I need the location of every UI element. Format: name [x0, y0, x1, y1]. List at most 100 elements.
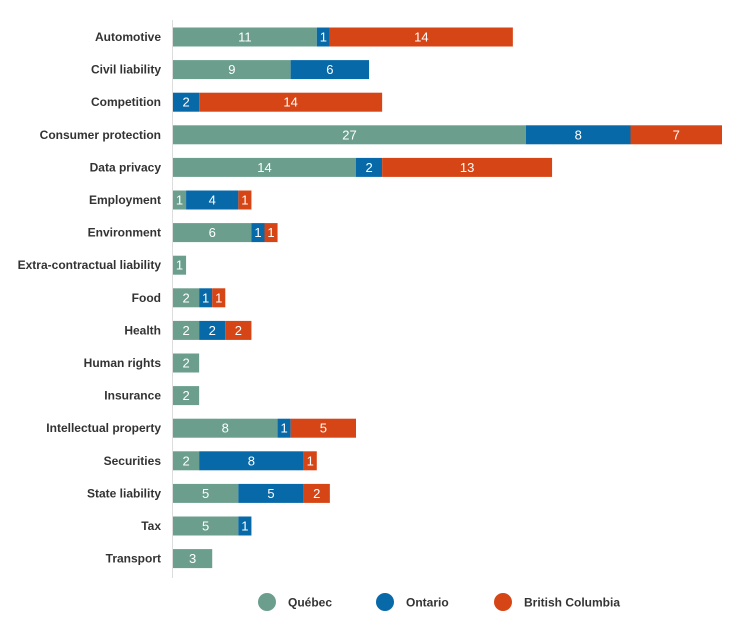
bar-segment	[525, 125, 631, 145]
bar-segment	[303, 451, 317, 471]
category-label: Health	[124, 323, 161, 337]
legend-label: Ontario	[406, 596, 449, 610]
data-label: 1	[176, 193, 183, 208]
bar-segment	[251, 223, 265, 243]
data-label: 1	[176, 258, 183, 273]
category-label: Data privacy	[90, 160, 162, 174]
bar-segment	[173, 516, 239, 536]
bar-segment	[382, 157, 553, 177]
category-label: Civil liability	[91, 63, 161, 77]
data-label: 2	[182, 290, 189, 305]
bar-segment	[316, 27, 330, 47]
bar-segment	[264, 223, 278, 243]
bar-segment	[238, 483, 304, 503]
bar-segment	[329, 27, 513, 47]
bar-segment	[199, 451, 304, 471]
bar-segment	[173, 386, 200, 406]
data-label: 2	[182, 356, 189, 371]
data-label: 1	[320, 30, 327, 45]
data-label: 14	[283, 95, 297, 110]
data-label: 13	[460, 160, 474, 175]
legend-item[interactable]: Québec	[258, 593, 332, 611]
category-label: Intellectual property	[46, 421, 161, 435]
bar-segment	[356, 157, 383, 177]
data-label: 2	[182, 388, 189, 403]
bar-segment	[173, 125, 526, 145]
category-label: Human rights	[84, 356, 162, 370]
category-label: Food	[132, 291, 161, 305]
legend-label: British Columbia	[524, 596, 620, 610]
data-label: 14	[414, 30, 428, 45]
bar-segment	[290, 60, 370, 80]
category-label: Employment	[89, 193, 161, 207]
legend-label: Québec	[288, 596, 332, 610]
data-label: 1	[202, 290, 209, 305]
bar-segment	[173, 353, 200, 373]
bar-segment	[199, 320, 226, 340]
category-label: Transport	[106, 552, 161, 566]
data-label: 4	[209, 193, 216, 208]
category-label: Securities	[104, 454, 162, 468]
bar-segment	[225, 320, 252, 340]
category-label: Automotive	[95, 30, 161, 44]
category-label: Environment	[88, 226, 161, 240]
bar-segment	[173, 223, 252, 243]
bar-segment	[303, 483, 330, 503]
data-label: 14	[257, 160, 271, 175]
data-label: 8	[575, 127, 582, 142]
bar-segment	[173, 418, 278, 438]
data-label: 1	[215, 290, 222, 305]
bar-segment	[238, 190, 252, 210]
bar-segment	[173, 157, 356, 177]
bar-segment	[173, 451, 200, 471]
data-label: 2	[313, 486, 320, 501]
data-label: 2	[365, 160, 372, 175]
data-label: 1	[280, 421, 287, 436]
data-label: 9	[228, 62, 235, 77]
data-label: 5	[202, 486, 209, 501]
data-label: 6	[209, 225, 216, 240]
bar-segment	[186, 190, 239, 210]
data-label: 2	[182, 95, 189, 110]
data-label: 2	[235, 323, 242, 338]
bar-segment	[630, 125, 722, 145]
bar-segment	[173, 190, 187, 210]
data-label: 5	[202, 519, 209, 534]
category-label: Consumer protection	[40, 128, 161, 142]
category-label: Competition	[91, 95, 161, 109]
legend-swatch	[376, 593, 394, 611]
bar-segment	[199, 92, 383, 112]
data-label: 5	[267, 486, 274, 501]
data-label: 2	[209, 323, 216, 338]
data-label: 5	[320, 421, 327, 436]
category-label: Extra-contractual liability	[18, 258, 162, 272]
legend-item[interactable]: British Columbia	[494, 593, 620, 611]
data-label: 1	[267, 225, 274, 240]
legend-swatch	[494, 593, 512, 611]
data-label: 2	[182, 453, 189, 468]
legend-swatch	[258, 593, 276, 611]
data-label: 1	[241, 519, 248, 534]
data-label: 27	[342, 127, 356, 142]
data-label: 1	[307, 453, 314, 468]
data-label: 7	[673, 127, 680, 142]
bar-segment	[173, 27, 317, 47]
category-label: State liability	[87, 486, 161, 500]
category-label: Tax	[141, 519, 161, 533]
bar-segment	[173, 255, 187, 275]
legend-item[interactable]: Ontario	[376, 593, 449, 611]
bar-segment	[277, 418, 291, 438]
bar-segment	[199, 288, 213, 308]
data-label: 3	[189, 551, 196, 566]
data-label: 1	[241, 193, 248, 208]
bar-segment	[238, 516, 252, 536]
data-label: 1	[254, 225, 261, 240]
bar-segment	[290, 418, 356, 438]
bar-segment	[173, 549, 213, 569]
data-label: 6	[326, 62, 333, 77]
data-label: 8	[222, 421, 229, 436]
category-label: Insurance	[104, 389, 161, 403]
data-label: 8	[248, 453, 255, 468]
bar-segment	[173, 60, 291, 80]
